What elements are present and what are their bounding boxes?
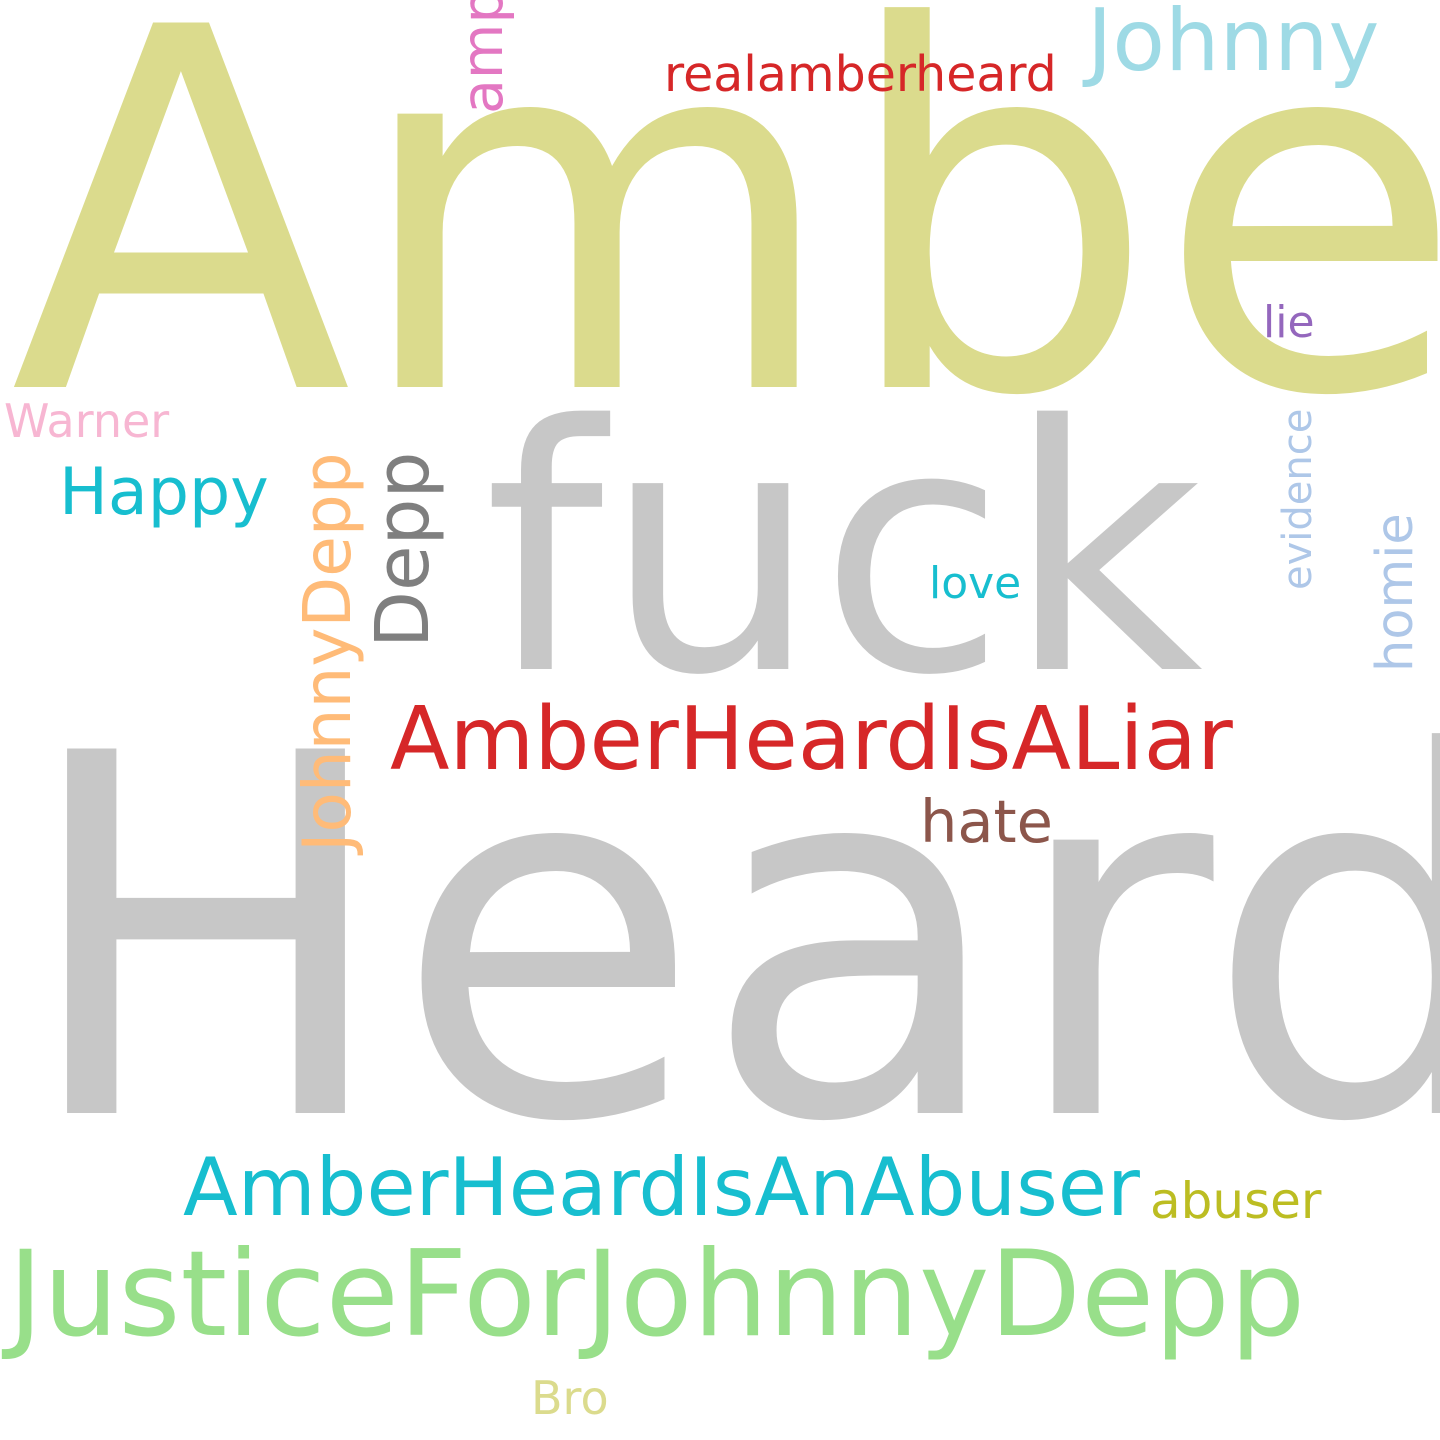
word-amberheard-is-a-liar: AmberHeardIsALiar <box>390 688 1233 790</box>
word-johnny: Johnny <box>1087 0 1380 91</box>
word-lie: lie <box>1263 297 1315 348</box>
word-love: love <box>929 558 1022 609</box>
word-depp: Depp <box>360 451 446 648</box>
word-homie: homie <box>1366 513 1425 672</box>
word-justicefor-johnnydepp: JusticeForJohnnyDepp <box>8 1226 1306 1364</box>
word-realamberheard: realamberheard <box>664 46 1057 103</box>
word-warner: Warner <box>4 394 170 448</box>
word-fuck: fuck <box>484 354 1204 750</box>
word-hate: hate <box>920 787 1053 856</box>
word-amber: Amber <box>10 0 1440 505</box>
word-amp: amp <box>450 0 516 114</box>
word-bro: Bro <box>531 1371 609 1425</box>
word-heard: Heard <box>18 649 1440 1231</box>
word-amberheard-is-an-abuser: AmberHeardIsAnAbuser <box>183 1141 1140 1234</box>
word-happy: Happy <box>59 455 269 530</box>
word-evidence: evidence <box>1275 408 1321 590</box>
word-johnnydepp: JohnnyDepp <box>289 452 366 852</box>
word-abuser: abuser <box>1150 1172 1322 1230</box>
